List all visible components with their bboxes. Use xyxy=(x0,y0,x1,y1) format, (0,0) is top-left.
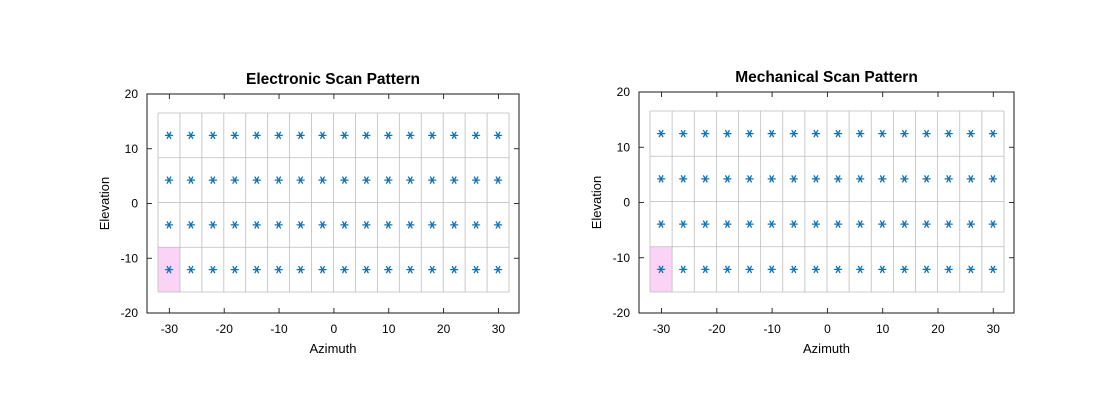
svg-text:-10: -10 xyxy=(270,322,288,336)
svg-text:Azimuth: Azimuth xyxy=(803,341,850,356)
svg-text:-20: -20 xyxy=(121,306,139,320)
svg-text:-30: -30 xyxy=(653,322,671,336)
svg-text:-20: -20 xyxy=(613,306,631,320)
svg-text:-10: -10 xyxy=(763,322,781,336)
svg-text:20: 20 xyxy=(617,85,631,99)
svg-text:-20: -20 xyxy=(708,322,726,336)
svg-text:-20: -20 xyxy=(216,322,234,336)
svg-text:20: 20 xyxy=(931,322,945,336)
svg-text:-30: -30 xyxy=(161,322,179,336)
svg-text:Mechanical Scan Pattern: Mechanical Scan Pattern xyxy=(735,69,918,86)
svg-text:0: 0 xyxy=(824,322,831,336)
svg-text:Electronic Scan Pattern: Electronic Scan Pattern xyxy=(246,71,420,88)
svg-text:0: 0 xyxy=(131,197,138,211)
svg-text:0: 0 xyxy=(623,196,630,210)
svg-text:10: 10 xyxy=(382,322,396,336)
svg-text:0: 0 xyxy=(331,322,338,336)
svg-text:10: 10 xyxy=(617,140,631,154)
svg-text:-10: -10 xyxy=(121,251,139,265)
svg-text:Elevation: Elevation xyxy=(97,177,112,230)
svg-text:Azimuth: Azimuth xyxy=(310,341,357,356)
svg-text:-10: -10 xyxy=(613,251,631,265)
svg-text:30: 30 xyxy=(492,322,506,336)
svg-text:10: 10 xyxy=(125,142,139,156)
svg-text:30: 30 xyxy=(987,322,1001,336)
svg-text:Elevation: Elevation xyxy=(589,176,604,229)
svg-text:10: 10 xyxy=(876,322,890,336)
svg-text:20: 20 xyxy=(437,322,451,336)
svg-text:20: 20 xyxy=(125,87,139,101)
